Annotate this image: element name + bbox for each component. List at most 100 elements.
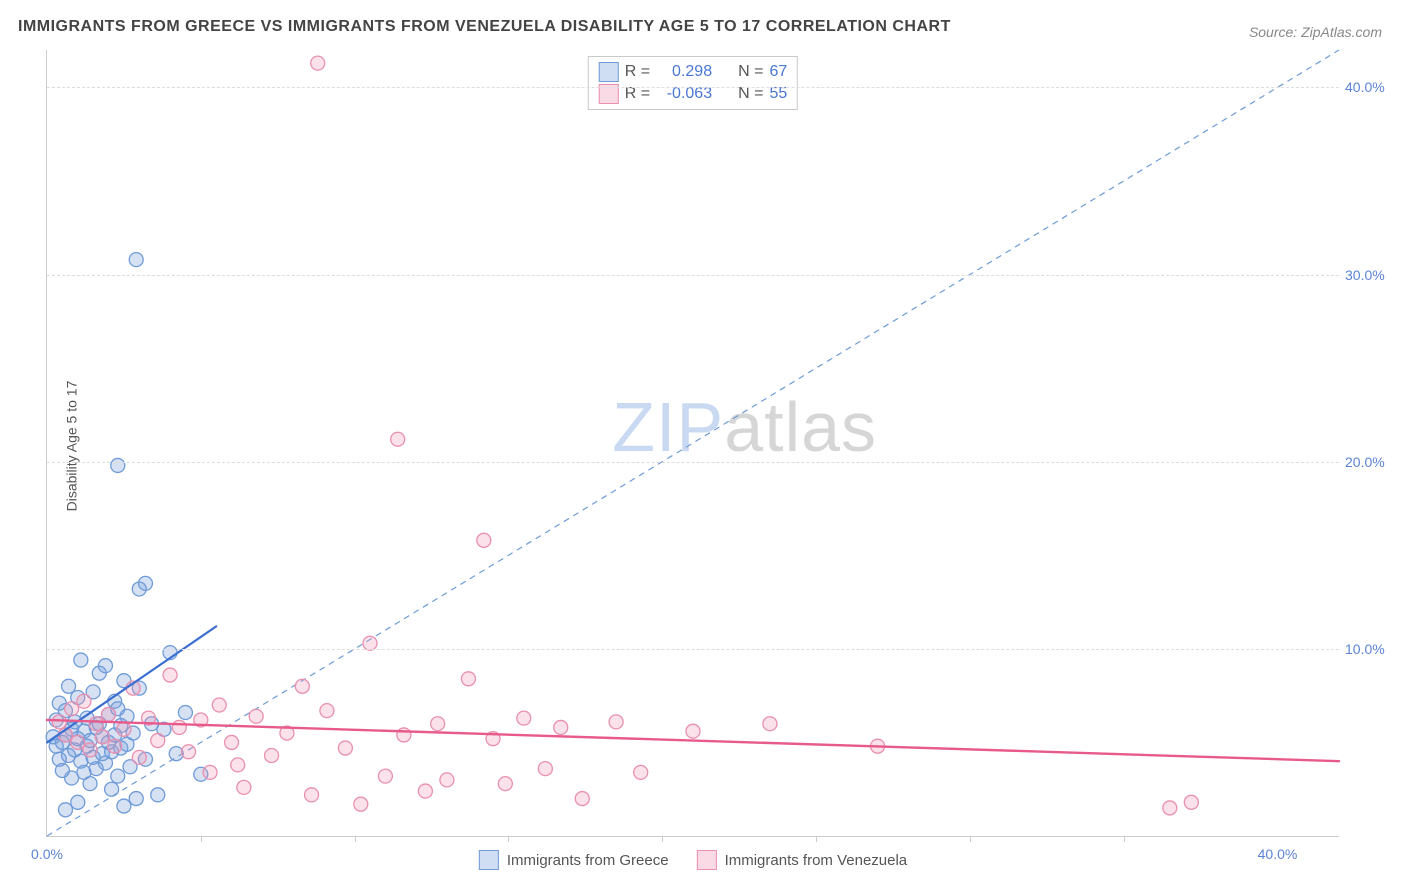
data-point [120,709,134,723]
data-point [1184,795,1198,809]
gridline [47,649,1339,650]
r-value-greece: 0.298 [656,61,712,83]
data-point [1163,801,1177,815]
data-point [62,679,76,693]
gridline [47,275,1339,276]
data-point [151,788,165,802]
data-point [98,659,112,673]
swatch-blue-icon [599,62,619,82]
x-tick [508,836,509,842]
x-tick [662,836,663,842]
data-point [338,741,352,755]
data-point [163,668,177,682]
data-point [354,797,368,811]
data-point [83,777,97,791]
data-point [391,432,405,446]
x-tick [1124,836,1125,842]
data-point [265,749,279,763]
n-label: N = [738,83,763,105]
data-point [129,253,143,267]
data-point [151,734,165,748]
data-point [225,735,239,749]
source-attribution: Source: ZipAtlas.com [1249,24,1382,40]
legend-item-venezuela: Immigrants from Venezuela [697,850,908,870]
data-point [237,780,251,794]
gridline [47,462,1339,463]
series-legend: Immigrants from Greece Immigrants from V… [479,850,907,870]
swatch-pink-icon [697,850,717,870]
chart-svg [47,50,1339,836]
x-tick [816,836,817,842]
x-tick-label: 0.0% [31,846,63,862]
correlation-legend: R = 0.298 N = 67 R = -0.063 N = 55 [588,56,798,110]
data-point [686,724,700,738]
x-tick [355,836,356,842]
y-tick-label: 30.0% [1345,267,1397,283]
data-point [138,576,152,590]
data-point [554,720,568,734]
data-point [95,730,109,744]
data-point [418,784,432,798]
data-point [108,739,122,753]
data-point [231,758,245,772]
data-point [461,672,475,686]
data-point [77,694,91,708]
n-label: N = [738,61,763,83]
gridline [47,87,1339,88]
r-label: R = [625,61,650,83]
n-value-greece: 67 [769,61,787,83]
data-point [178,705,192,719]
y-tick-label: 40.0% [1345,79,1397,95]
data-point [378,769,392,783]
legend-row: R = -0.063 N = 55 [599,83,787,105]
data-point [111,458,125,472]
r-value-venezuela: -0.063 [656,83,712,105]
data-point [172,720,186,734]
data-point [305,788,319,802]
legend-label: Immigrants from Venezuela [725,852,908,869]
data-point [320,704,334,718]
x-tick-label: 40.0% [1258,846,1298,862]
data-point [311,56,325,70]
data-point [517,711,531,725]
data-point [65,702,79,716]
identity-line [47,50,1339,836]
data-point [431,717,445,731]
data-point [74,653,88,667]
data-point [249,709,263,723]
data-point [538,762,552,776]
data-point [117,722,131,736]
x-tick [970,836,971,842]
data-point [212,698,226,712]
y-tick-label: 20.0% [1345,454,1397,470]
data-point [634,765,648,779]
data-point [89,717,103,731]
legend-item-greece: Immigrants from Greece [479,850,669,870]
data-point [83,743,97,757]
data-point [71,795,85,809]
data-point [295,679,309,693]
data-point [440,773,454,787]
data-point [102,707,116,721]
data-point [609,715,623,729]
data-point [477,533,491,547]
data-point [763,717,777,731]
n-value-venezuela: 55 [769,83,787,105]
r-label: R = [625,83,650,105]
data-point [132,750,146,764]
plot-area: ZIPatlas R = 0.298 N = 67 R = -0.063 N =… [46,50,1339,837]
data-point [58,803,72,817]
data-point [52,715,66,729]
data-point [575,792,589,806]
legend-label: Immigrants from Greece [507,852,669,869]
data-point [117,799,131,813]
chart-title: IMMIGRANTS FROM GREECE VS IMMIGRANTS FRO… [18,18,951,36]
data-point [111,769,125,783]
y-tick-label: 10.0% [1345,641,1397,657]
swatch-blue-icon [479,850,499,870]
data-point [105,782,119,796]
data-point [203,765,217,779]
data-point [71,735,85,749]
data-point [498,777,512,791]
legend-row: R = 0.298 N = 67 [599,61,787,83]
